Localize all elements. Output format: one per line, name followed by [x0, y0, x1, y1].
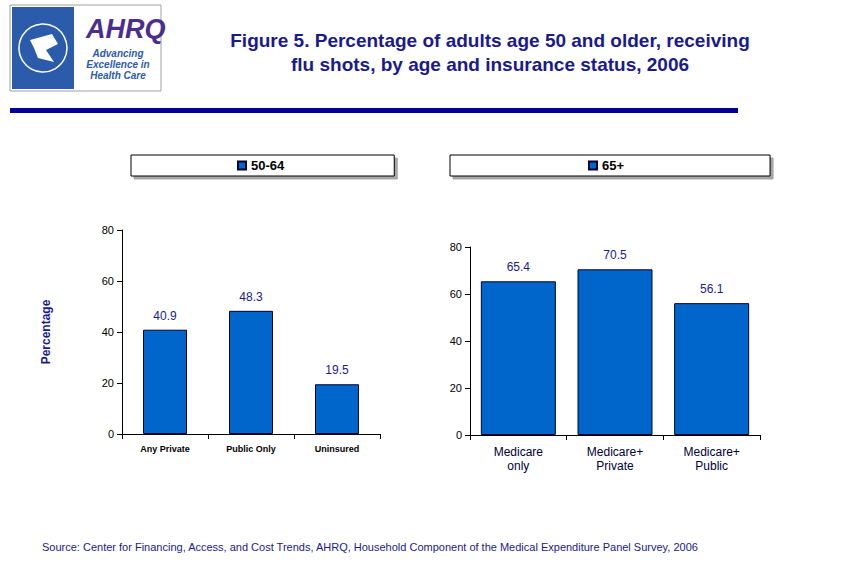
svg-text:70.5: 70.5: [603, 248, 627, 262]
svg-text:Uninsured: Uninsured: [315, 444, 360, 454]
svg-text:50-64: 50-64: [251, 158, 285, 173]
svg-text:56.1: 56.1: [700, 282, 724, 296]
svg-text:Public Only: Public Only: [226, 444, 276, 454]
svg-text:19.5: 19.5: [325, 363, 349, 377]
svg-text:20: 20: [102, 377, 114, 389]
svg-text:Medicare+: Medicare+: [587, 445, 643, 459]
svg-text:Medicare: Medicare: [494, 445, 544, 459]
svg-text:Source: Center for Financing,: Source: Center for Financing, Access, an…: [42, 541, 698, 553]
svg-text:0: 0: [108, 428, 114, 440]
svg-text:20: 20: [450, 382, 462, 394]
svg-text:only: only: [507, 459, 529, 473]
svg-text:60: 60: [102, 275, 114, 287]
svg-text:0: 0: [456, 429, 462, 441]
svg-text:Private: Private: [596, 459, 634, 473]
svg-text:60: 60: [450, 288, 462, 300]
svg-text:Health Care: Health Care: [90, 70, 146, 81]
svg-text:Percentage: Percentage: [39, 299, 53, 364]
svg-text:40: 40: [102, 326, 114, 338]
svg-text:Medicare+: Medicare+: [683, 445, 739, 459]
svg-text:80: 80: [450, 241, 462, 253]
svg-text:Advancing: Advancing: [91, 48, 143, 59]
svg-text:Figure 5. Percentage of adults: Figure 5. Percentage of adults age 50 an…: [230, 30, 750, 51]
svg-text:80: 80: [102, 224, 114, 236]
svg-text:40: 40: [450, 335, 462, 347]
svg-text:Any Private: Any Private: [140, 444, 190, 454]
svg-text:40.9: 40.9: [153, 309, 177, 323]
svg-text:48.3: 48.3: [239, 290, 263, 304]
svg-text:AHRQ: AHRQ: [85, 14, 166, 44]
svg-text:flu shots, by age and insuranc: flu shots, by age and insurance status, …: [291, 54, 689, 75]
svg-text:65.4: 65.4: [507, 260, 531, 274]
svg-text:Public: Public: [695, 459, 728, 473]
svg-text:Excellence in: Excellence in: [86, 59, 149, 70]
svg-text:65+: 65+: [602, 158, 624, 173]
